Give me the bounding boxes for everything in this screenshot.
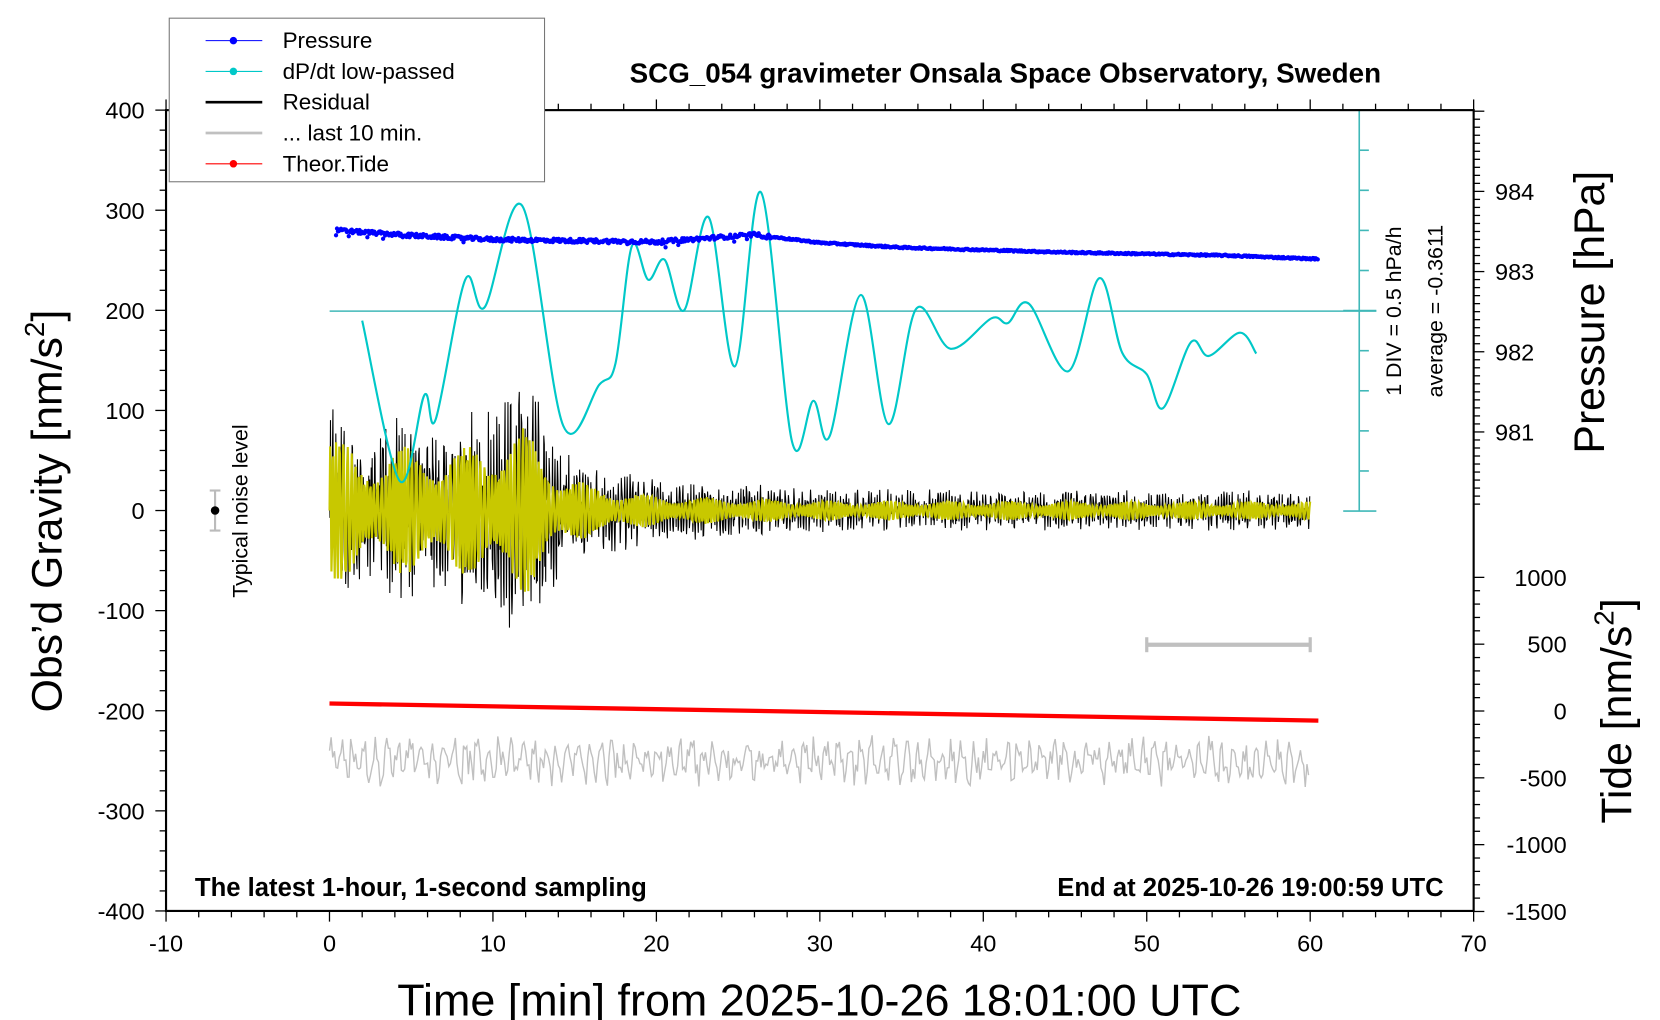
x-tick-label: -10 xyxy=(149,931,183,957)
legend-label: Theor.Tide xyxy=(283,151,389,176)
y-tick-label-tide: 0 xyxy=(1554,699,1567,725)
legend-marker xyxy=(229,67,238,76)
y-tick-label-gravity: -100 xyxy=(98,598,145,624)
pressure-point xyxy=(333,233,339,238)
legend-label: ... last 10 min. xyxy=(283,120,423,145)
y-tick-label-tide: -1000 xyxy=(1507,832,1567,858)
legend-box xyxy=(168,17,546,183)
annotation-sampling: The latest 1-hour, 1-second sampling xyxy=(195,874,647,902)
legend-marker xyxy=(229,36,238,45)
y-tick-label-gravity: 300 xyxy=(105,198,144,224)
average-label: average = -0.3611 xyxy=(1424,225,1448,398)
pressure-point xyxy=(380,236,386,241)
pressure-point xyxy=(732,239,737,244)
y-axis-label-pressure: Pressure [hPa] xyxy=(1566,171,1614,454)
y-tick-label-tide: 1000 xyxy=(1514,565,1566,591)
y-tick-label-pressure: 984 xyxy=(1495,179,1534,205)
legend-label: Residual xyxy=(283,90,370,115)
noise-level-point xyxy=(210,506,220,515)
pressure-point xyxy=(663,245,668,250)
residual-lowpass-line xyxy=(328,428,1312,592)
y-tick-label-gravity: -400 xyxy=(98,898,145,924)
chart-title: SCG_054 gravimeter Onsala Space Observat… xyxy=(630,57,1381,88)
y-tick-label-gravity: 100 xyxy=(105,398,144,424)
y-tick-label-pressure: 981 xyxy=(1495,420,1534,446)
y-tick-label-tide: -1500 xyxy=(1507,899,1567,925)
legend-label: Pressure xyxy=(283,28,373,53)
x-tick-label: 30 xyxy=(807,931,833,957)
noise-level-label: Typical noise level xyxy=(228,424,252,597)
x-tick-label: 0 xyxy=(323,931,336,957)
legend: Pressure dP/dt low-passed Residual ... last… xyxy=(168,17,546,183)
pressure-point xyxy=(346,234,351,239)
div-scale-label: 1 DIV = 0.5 hPa/h xyxy=(1382,226,1406,395)
pressure-point xyxy=(744,236,750,242)
x-axis-label: Time [min] from 2025-10-26 18:01:00 UTC xyxy=(397,975,1241,1020)
y-tick-label-gravity: 200 xyxy=(105,298,144,324)
y-axis-label-gravity: Obs’d Gravity [nm/s2] xyxy=(19,310,71,713)
legend-label: dP/dt low-passed xyxy=(283,59,455,84)
x-tick-label: 70 xyxy=(1461,931,1487,957)
pressure-point xyxy=(1315,257,1320,262)
y-tick-label-tide: -500 xyxy=(1520,765,1567,791)
y-tick-label-pressure: 982 xyxy=(1495,339,1534,365)
y-tick-label-gravity: 0 xyxy=(132,498,145,524)
pressure-point xyxy=(365,235,370,240)
x-tick-label: 60 xyxy=(1297,931,1323,957)
last-10-min-trace xyxy=(328,735,1310,788)
plot-area xyxy=(209,109,1377,788)
legend-marker xyxy=(229,160,238,168)
theor-tide-line xyxy=(329,701,1319,723)
y-axis-label-tide: Tide [nm/s2] xyxy=(1589,598,1641,823)
y-tick-label-gravity: 400 xyxy=(105,98,144,124)
dpdt-line xyxy=(361,191,1258,484)
x-tick-label: 50 xyxy=(1134,931,1160,957)
y-tick-label-gravity: -200 xyxy=(98,698,145,724)
y-tick-label-gravity: -300 xyxy=(98,798,145,824)
x-tick-label: 40 xyxy=(970,931,996,957)
x-tick-label: 20 xyxy=(643,931,669,957)
annotation-end-time: End at 2025-10-26 19:00:59 UTC xyxy=(1057,874,1443,902)
ticks: -10 0 10 20 30 40 50 60 704003002001000-100-200-… xyxy=(98,98,1567,957)
x-tick-label: 10 xyxy=(480,931,506,957)
pressure-point xyxy=(516,235,521,241)
pressure-point xyxy=(568,236,573,241)
y-tick-label-tide: 500 xyxy=(1527,632,1566,658)
y-tick-label-pressure: 983 xyxy=(1495,259,1534,285)
